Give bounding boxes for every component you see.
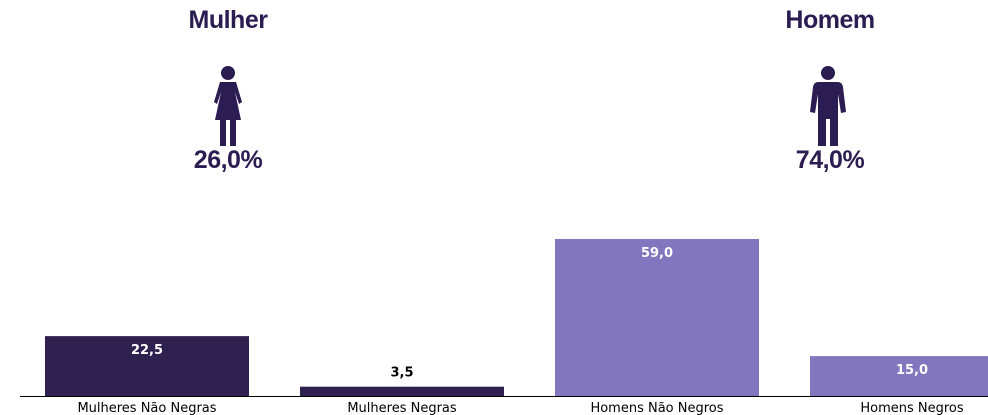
value-label-2: 3,5: [390, 366, 413, 381]
bar-1: [45, 336, 249, 396]
man-icon: [810, 66, 846, 146]
group-title-mulher: Mulher: [188, 6, 268, 34]
value-label-1: 22,5: [131, 343, 163, 358]
woman-icon: [214, 66, 242, 146]
bar-2: [300, 386, 504, 396]
bar-4: [810, 356, 988, 396]
value-label-4: 15,0: [896, 363, 928, 378]
percent-homem: 74,0%: [795, 146, 865, 174]
category-label-3: Homens Não Negros: [590, 401, 723, 415]
category-label-1: Mulheres Não Negras: [77, 401, 216, 415]
group-title-homem: Homem: [785, 6, 875, 34]
bar-3: [555, 238, 759, 396]
value-label-3: 59,0: [641, 246, 673, 261]
category-label-2: Mulheres Negras: [347, 401, 457, 415]
percent-mulher: 26,0%: [193, 146, 263, 174]
category-label-4: Homens Negros: [860, 401, 964, 415]
